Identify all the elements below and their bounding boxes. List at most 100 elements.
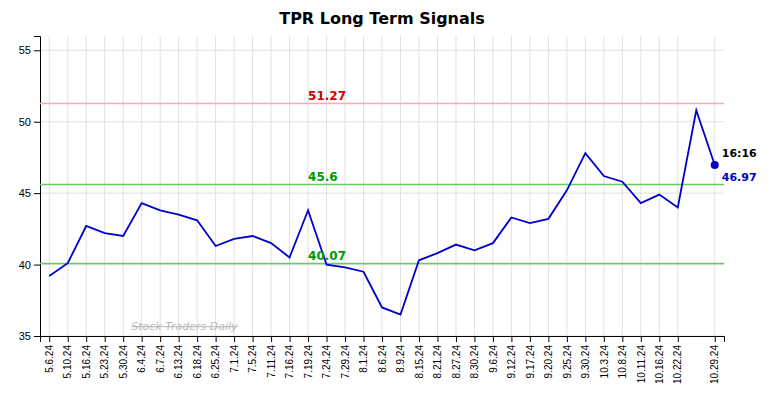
tick-label: 40 [19, 259, 31, 271]
line [49, 110, 715, 314]
tick: 5.10.24 [62, 336, 73, 378]
grid-line [141, 36, 142, 336]
tick: 8.27.24 [451, 336, 462, 378]
tick: 9.6.24 [488, 336, 499, 373]
tick-label: 10.16.24 [654, 345, 665, 384]
tick-label: 8.6.24 [377, 345, 388, 373]
tick-label: 6.4.24 [136, 345, 147, 373]
tick-label: 8.21.24 [432, 345, 443, 379]
point-label: 46.97 [722, 171, 757, 184]
tick-label: 55 [19, 44, 31, 56]
y-axis: 35 40 45 50 55 [19, 37, 41, 343]
tick-label: 8.27.24 [451, 345, 462, 379]
tick-mark [34, 50, 40, 51]
tick-mark [474, 336, 475, 342]
tick: 45 [19, 187, 40, 199]
reference-line [40, 184, 724, 186]
tick-mark [105, 336, 106, 342]
tick-label: 8.1.24 [358, 345, 369, 373]
tick-label: 6.7.24 [155, 345, 166, 373]
tick-mark [493, 336, 494, 342]
grid-line [566, 36, 567, 336]
plot: 5.6.245.10.245.16.245.23.245.30.246.4.24… [19, 36, 757, 384]
tick: 50 [19, 116, 40, 128]
tick: 7.29.24 [340, 336, 351, 378]
tick-label: 9.6.24 [488, 345, 499, 373]
tick: 7.19.24 [303, 336, 314, 378]
tick-mark [308, 336, 309, 342]
grid [40, 36, 724, 336]
tick-mark [179, 336, 180, 342]
grid-line [492, 36, 493, 336]
tick-label: 8.15.24 [414, 345, 425, 379]
grid-line [529, 36, 530, 336]
tick-mark [400, 336, 401, 342]
tick-mark [49, 336, 50, 342]
grid-line [49, 36, 50, 336]
tick-mark [253, 336, 254, 342]
tick-label: 8.30.24 [469, 345, 480, 379]
reference-line [40, 263, 724, 265]
tick-label: 5.6.24 [44, 345, 55, 373]
tick-mark [659, 336, 660, 342]
tick: 8.9.24 [395, 336, 406, 373]
grid-line [418, 36, 419, 336]
grid-line [548, 36, 549, 336]
grid-line [640, 36, 641, 336]
last-point [711, 161, 719, 169]
tick: 6.18.24 [192, 336, 203, 378]
tick: 10.22.24 [672, 336, 683, 384]
grid-line [271, 36, 272, 336]
grid-line [123, 36, 124, 336]
tick-label: 10.8.24 [617, 345, 628, 379]
tick-mark [216, 336, 217, 342]
tick: 6.13.24 [173, 336, 184, 378]
tick-mark [271, 336, 272, 342]
grid-line [400, 36, 401, 336]
tick-label: 7.16.24 [284, 345, 295, 379]
tick: 9.17.24 [525, 336, 536, 378]
tick-mark [86, 336, 87, 342]
tick-mark [123, 336, 124, 342]
grid-line [437, 36, 438, 336]
tick-label: 7.19.24 [303, 345, 314, 379]
chart: 5.6.245.10.245.16.245.23.245.30.246.4.24… [0, 0, 784, 398]
tick-label: 9.30.24 [580, 345, 591, 379]
tick-label: 6.13.24 [173, 345, 184, 379]
tick: 8.15.24 [414, 336, 425, 378]
grid-line [234, 36, 235, 336]
tick: 35 [19, 330, 40, 342]
annotations: 51.2745.640.0716:1646.97Stock Traders Da… [131, 89, 757, 333]
tick-label: 35 [19, 330, 31, 342]
tick-mark [678, 336, 679, 342]
tick-label: 45 [19, 187, 31, 199]
watermark: Stock Traders Daily [131, 320, 238, 333]
tick-mark [530, 336, 531, 342]
grid-line [622, 36, 623, 336]
grid-line [585, 36, 586, 336]
grid-line [67, 36, 68, 336]
grid-line [511, 36, 512, 336]
tick: 6.7.24 [155, 336, 166, 373]
tick-mark [567, 336, 568, 342]
tick-mark [511, 336, 512, 342]
tick-mark [34, 265, 40, 266]
grid-line [659, 36, 660, 336]
marks [40, 104, 724, 315]
grid-line [215, 36, 216, 336]
x-axis: 5.6.245.10.245.16.245.23.245.30.246.4.24… [41, 336, 725, 384]
tick-label: 5.10.24 [62, 345, 73, 379]
tick: 7.11.24 [266, 336, 277, 378]
grid-line [160, 36, 161, 336]
grid-line [86, 36, 87, 336]
tick-label: 10.29.24 [709, 345, 720, 384]
tick-mark [34, 336, 40, 337]
grid-line [677, 36, 678, 336]
tick: 5.30.24 [118, 336, 129, 378]
tick: 7.5.24 [247, 336, 258, 373]
tick-label: 7.24.24 [321, 345, 332, 379]
tick-label: 5.30.24 [118, 345, 129, 379]
tick: 9.20.24 [543, 336, 554, 378]
tick-label: 6.18.24 [192, 345, 203, 379]
tick-mark [604, 336, 605, 342]
